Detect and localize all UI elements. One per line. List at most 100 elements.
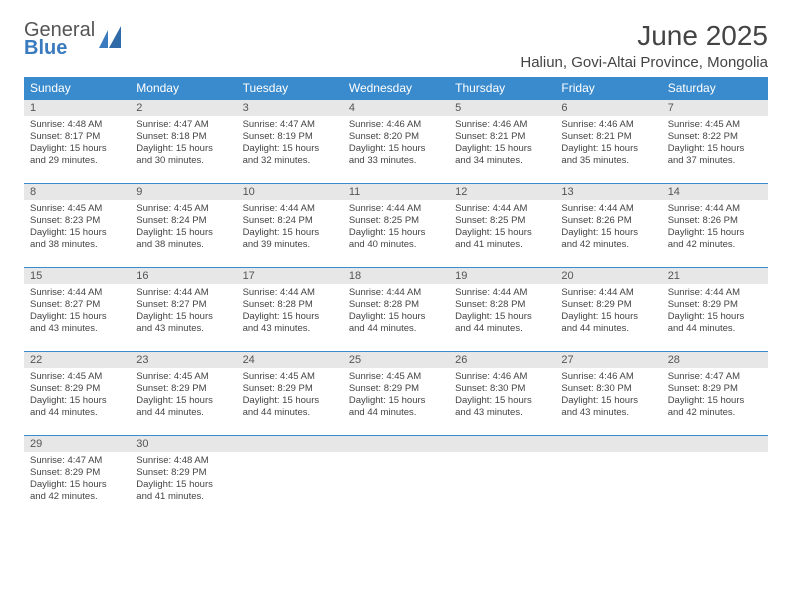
day-number: 5 (449, 100, 555, 116)
day-number: 28 (662, 352, 768, 368)
sunrise-line: Sunrise: 4:44 AM (349, 203, 443, 215)
sunset-line: Sunset: 8:27 PM (30, 299, 124, 311)
week-row: 22Sunrise: 4:45 AMSunset: 8:29 PMDayligh… (24, 352, 768, 436)
daylight-line: Daylight: 15 hours and 37 minutes. (668, 143, 762, 167)
day-number: 10 (237, 184, 343, 200)
page: General Blue June 2025 Haliun, Govi-Alta… (0, 0, 792, 540)
day-cell: 13Sunrise: 4:44 AMSunset: 8:26 PMDayligh… (555, 184, 661, 268)
sunset-line: Sunset: 8:29 PM (668, 299, 762, 311)
sunset-line: Sunset: 8:29 PM (668, 383, 762, 395)
day-cell: 9Sunrise: 4:45 AMSunset: 8:24 PMDaylight… (130, 184, 236, 268)
day-body: Sunrise: 4:46 AMSunset: 8:20 PMDaylight:… (343, 116, 449, 171)
day-number: 24 (237, 352, 343, 368)
dow-thursday: Thursday (449, 77, 555, 100)
day-body: Sunrise: 4:44 AMSunset: 8:29 PMDaylight:… (662, 284, 768, 339)
day-body: Sunrise: 4:44 AMSunset: 8:25 PMDaylight:… (449, 200, 555, 255)
day-body: Sunrise: 4:44 AMSunset: 8:28 PMDaylight:… (449, 284, 555, 339)
week-row: 8Sunrise: 4:45 AMSunset: 8:23 PMDaylight… (24, 184, 768, 268)
day-number-empty (237, 436, 343, 452)
day-body: Sunrise: 4:45 AMSunset: 8:29 PMDaylight:… (130, 368, 236, 423)
day-number-empty (449, 436, 555, 452)
day-cell: 23Sunrise: 4:45 AMSunset: 8:29 PMDayligh… (130, 352, 236, 436)
day-cell: 21Sunrise: 4:44 AMSunset: 8:29 PMDayligh… (662, 268, 768, 352)
daylight-line: Daylight: 15 hours and 32 minutes. (243, 143, 337, 167)
day-cell: 26Sunrise: 4:46 AMSunset: 8:30 PMDayligh… (449, 352, 555, 436)
day-number-empty (343, 436, 449, 452)
sunrise-line: Sunrise: 4:48 AM (30, 119, 124, 131)
location-line: Haliun, Govi-Altai Province, Mongolia (520, 54, 768, 71)
daylight-line: Daylight: 15 hours and 38 minutes. (136, 227, 230, 251)
day-cell: 2Sunrise: 4:47 AMSunset: 8:18 PMDaylight… (130, 100, 236, 184)
day-body: Sunrise: 4:44 AMSunset: 8:26 PMDaylight:… (555, 200, 661, 255)
sunset-line: Sunset: 8:22 PM (668, 131, 762, 143)
day-body: Sunrise: 4:46 AMSunset: 8:30 PMDaylight:… (555, 368, 661, 423)
day-number: 25 (343, 352, 449, 368)
day-body: Sunrise: 4:45 AMSunset: 8:22 PMDaylight:… (662, 116, 768, 171)
sunrise-line: Sunrise: 4:44 AM (243, 287, 337, 299)
dow-tuesday: Tuesday (237, 77, 343, 100)
daylight-line: Daylight: 15 hours and 43 minutes. (136, 311, 230, 335)
sunset-line: Sunset: 8:29 PM (561, 299, 655, 311)
day-number: 20 (555, 268, 661, 284)
dow-friday: Friday (555, 77, 661, 100)
sunrise-line: Sunrise: 4:46 AM (561, 371, 655, 383)
day-cell: 16Sunrise: 4:44 AMSunset: 8:27 PMDayligh… (130, 268, 236, 352)
calendar-table: Sunday Monday Tuesday Wednesday Thursday… (24, 77, 768, 520)
sunset-line: Sunset: 8:25 PM (349, 215, 443, 227)
sunset-line: Sunset: 8:19 PM (243, 131, 337, 143)
sunset-line: Sunset: 8:29 PM (30, 383, 124, 395)
dow-monday: Monday (130, 77, 236, 100)
daylight-line: Daylight: 15 hours and 43 minutes. (243, 311, 337, 335)
sunset-line: Sunset: 8:21 PM (455, 131, 549, 143)
day-body: Sunrise: 4:48 AMSunset: 8:17 PMDaylight:… (24, 116, 130, 171)
day-cell: 11 Sunrise: 4:44 AMSunset: 8:25 PMDayligh… (343, 184, 449, 268)
day-cell (662, 436, 768, 520)
sunset-line: Sunset: 8:29 PM (136, 467, 230, 479)
day-number-empty (662, 436, 768, 452)
daylight-line: Daylight: 15 hours and 44 minutes. (349, 395, 443, 419)
day-body: Sunrise: 4:44 AMSunset: 8:27 PMDaylight:… (24, 284, 130, 339)
daylight-line: Daylight: 15 hours and 35 minutes. (561, 143, 655, 167)
day-body: Sunrise: 4:44 AMSunset: 8:28 PMDaylight:… (237, 284, 343, 339)
daylight-line: Daylight: 15 hours and 42 minutes. (668, 395, 762, 419)
daylight-line: Daylight: 15 hours and 44 minutes. (136, 395, 230, 419)
day-body: Sunrise: 4:47 AMSunset: 8:18 PMDaylight:… (130, 116, 236, 171)
daylight-line: Daylight: 15 hours and 42 minutes. (561, 227, 655, 251)
day-body: Sunrise: 4:46 AMSunset: 8:21 PMDaylight:… (555, 116, 661, 171)
day-body: Sunrise: 4:48 AMSunset: 8:29 PMDaylight:… (130, 452, 236, 507)
sunset-line: Sunset: 8:28 PM (243, 299, 337, 311)
brand-text: General Blue (24, 20, 95, 58)
sunrise-line: Sunrise: 4:45 AM (136, 371, 230, 383)
sunrise-line: Sunrise: 4:45 AM (30, 371, 124, 383)
day-number: 2 (130, 100, 236, 116)
day-cell: 15Sunrise: 4:44 AMSunset: 8:27 PMDayligh… (24, 268, 130, 352)
sunrise-line: Sunrise: 4:44 AM (243, 203, 337, 215)
daylight-line: Daylight: 15 hours and 40 minutes. (349, 227, 443, 251)
day-number: 11 (343, 184, 449, 200)
sunrise-line: Sunrise: 4:45 AM (668, 119, 762, 131)
day-cell: 28Sunrise: 4:47 AMSunset: 8:29 PMDayligh… (662, 352, 768, 436)
day-body: Sunrise: 4:45 AMSunset: 8:29 PMDaylight:… (237, 368, 343, 423)
day-cell: 20Sunrise: 4:44 AMSunset: 8:29 PMDayligh… (555, 268, 661, 352)
sunrise-line: Sunrise: 4:47 AM (30, 455, 124, 467)
day-cell: 5Sunrise: 4:46 AMSunset: 8:21 PMDaylight… (449, 100, 555, 184)
day-cell (237, 436, 343, 520)
day-cell: 19Sunrise: 4:44 AMSunset: 8:28 PMDayligh… (449, 268, 555, 352)
daylight-line: Daylight: 15 hours and 30 minutes. (136, 143, 230, 167)
sunset-line: Sunset: 8:18 PM (136, 131, 230, 143)
day-body: Sunrise: 4:45 AMSunset: 8:23 PMDaylight:… (24, 200, 130, 255)
sunset-line: Sunset: 8:29 PM (243, 383, 337, 395)
sunrise-line: Sunrise: 4:44 AM (668, 287, 762, 299)
day-cell: 29Sunrise: 4:47 AMSunset: 8:29 PMDayligh… (24, 436, 130, 520)
daylight-line: Daylight: 15 hours and 41 minutes. (136, 479, 230, 503)
dow-sunday: Sunday (24, 77, 130, 100)
brand-mark-icon (99, 26, 125, 52)
day-cell (449, 436, 555, 520)
sunset-line: Sunset: 8:26 PM (668, 215, 762, 227)
sunset-line: Sunset: 8:29 PM (30, 467, 124, 479)
day-cell: 6Sunrise: 4:46 AMSunset: 8:21 PMDaylight… (555, 100, 661, 184)
sunrise-line: Sunrise: 4:44 AM (561, 203, 655, 215)
sunset-line: Sunset: 8:21 PM (561, 131, 655, 143)
day-body: Sunrise: 4:44 AMSunset: 8:28 PMDaylight:… (343, 284, 449, 339)
day-body: Sunrise: 4:47 AMSunset: 8:19 PMDaylight:… (237, 116, 343, 171)
